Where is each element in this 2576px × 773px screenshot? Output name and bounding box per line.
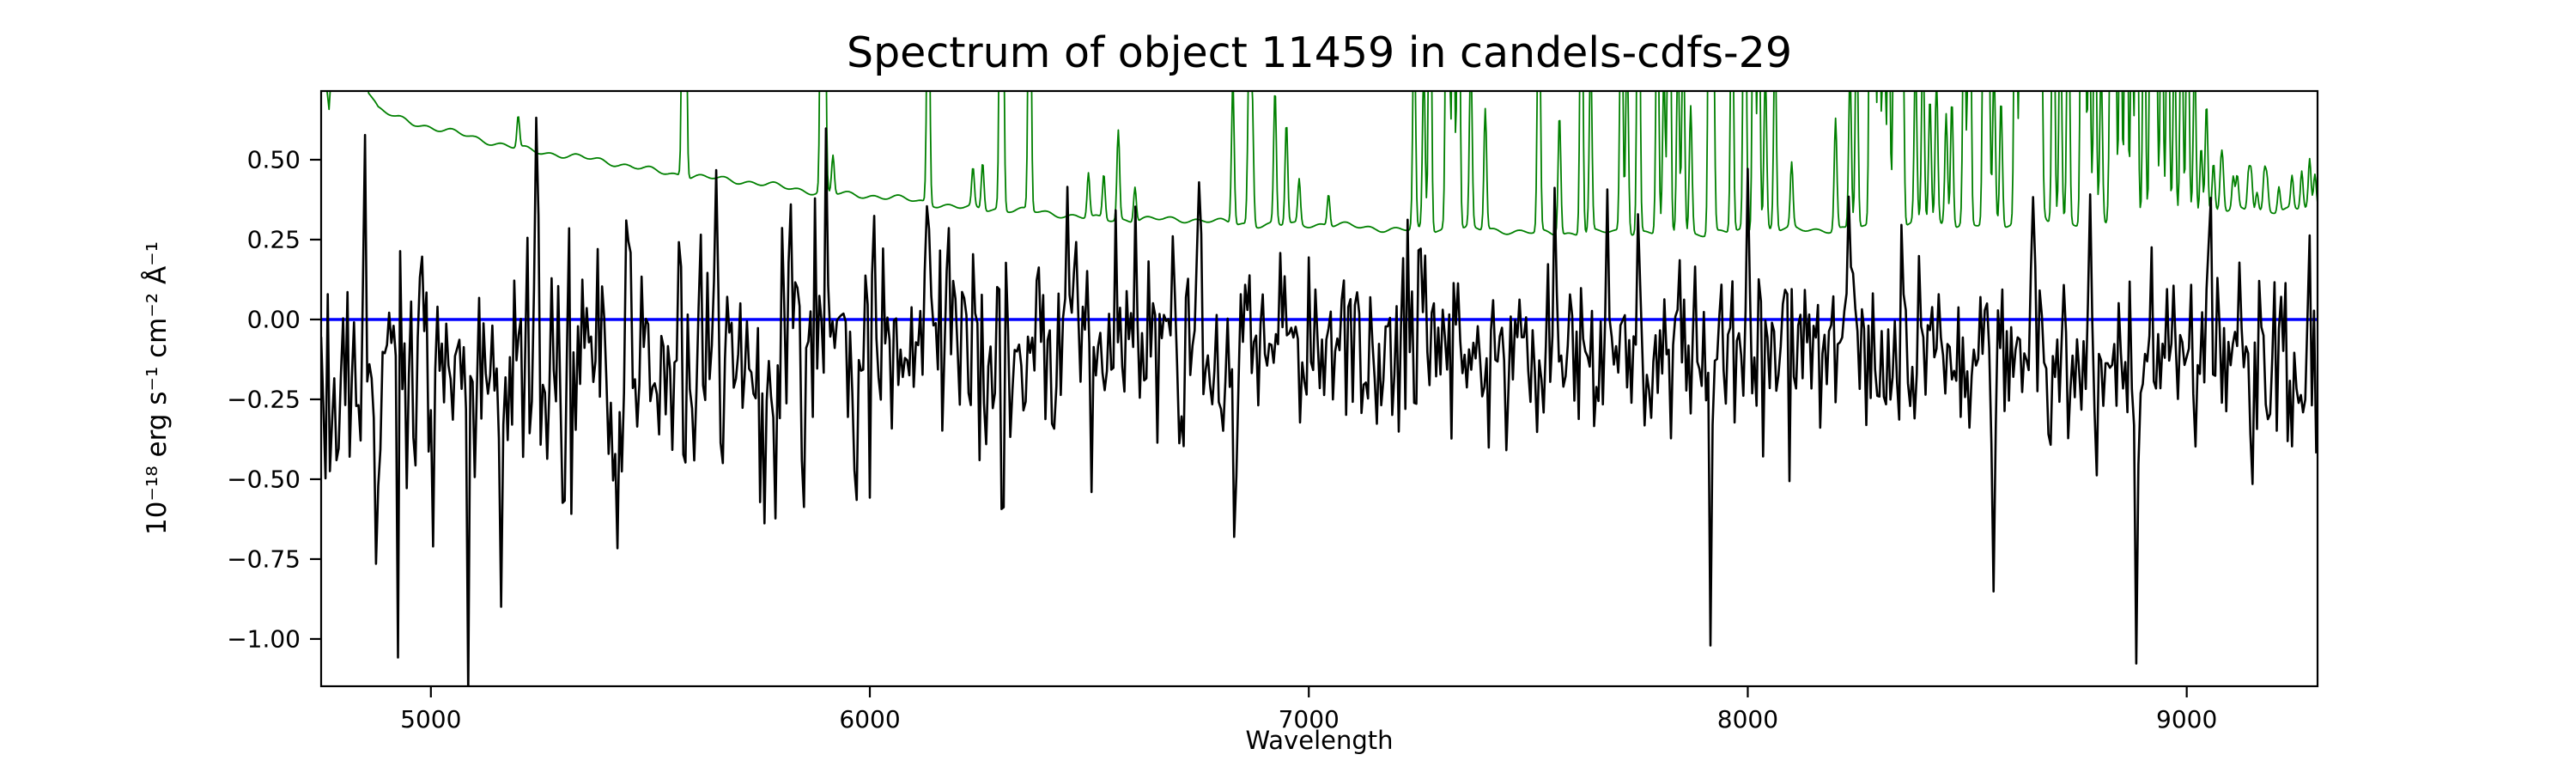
x-axis-label: Wavelength (1245, 726, 1394, 755)
y-tick-label: 0.00 (246, 305, 301, 334)
y-tick-label: −0.75 (227, 545, 301, 574)
y-tick-label: −1.00 (227, 624, 301, 654)
x-tick-label: 9000 (2156, 705, 2218, 733)
x-tick-label: 7000 (1278, 705, 1340, 733)
series-layer (321, 91, 2318, 686)
y-tick-label: 0.50 (246, 145, 301, 174)
x-tick-label: 6000 (839, 705, 901, 733)
y-tick-label: −0.25 (227, 385, 301, 414)
x-tick-label: 5000 (400, 705, 462, 733)
x-tick-label: 8000 (1716, 705, 1779, 733)
y-tick-label: −0.50 (227, 465, 301, 494)
object-flux-spectrum (321, 116, 2318, 686)
y-axis-label: 10⁻¹⁸ erg s⁻¹ cm⁻² Å⁻¹ (142, 241, 173, 535)
y-tick-label: 0.25 (246, 225, 301, 254)
chart-title: Spectrum of object 11459 in candels-cdfs… (846, 28, 1793, 77)
axes-border (319, 89, 2319, 688)
sky-noise-spectrum (325, 91, 2318, 238)
